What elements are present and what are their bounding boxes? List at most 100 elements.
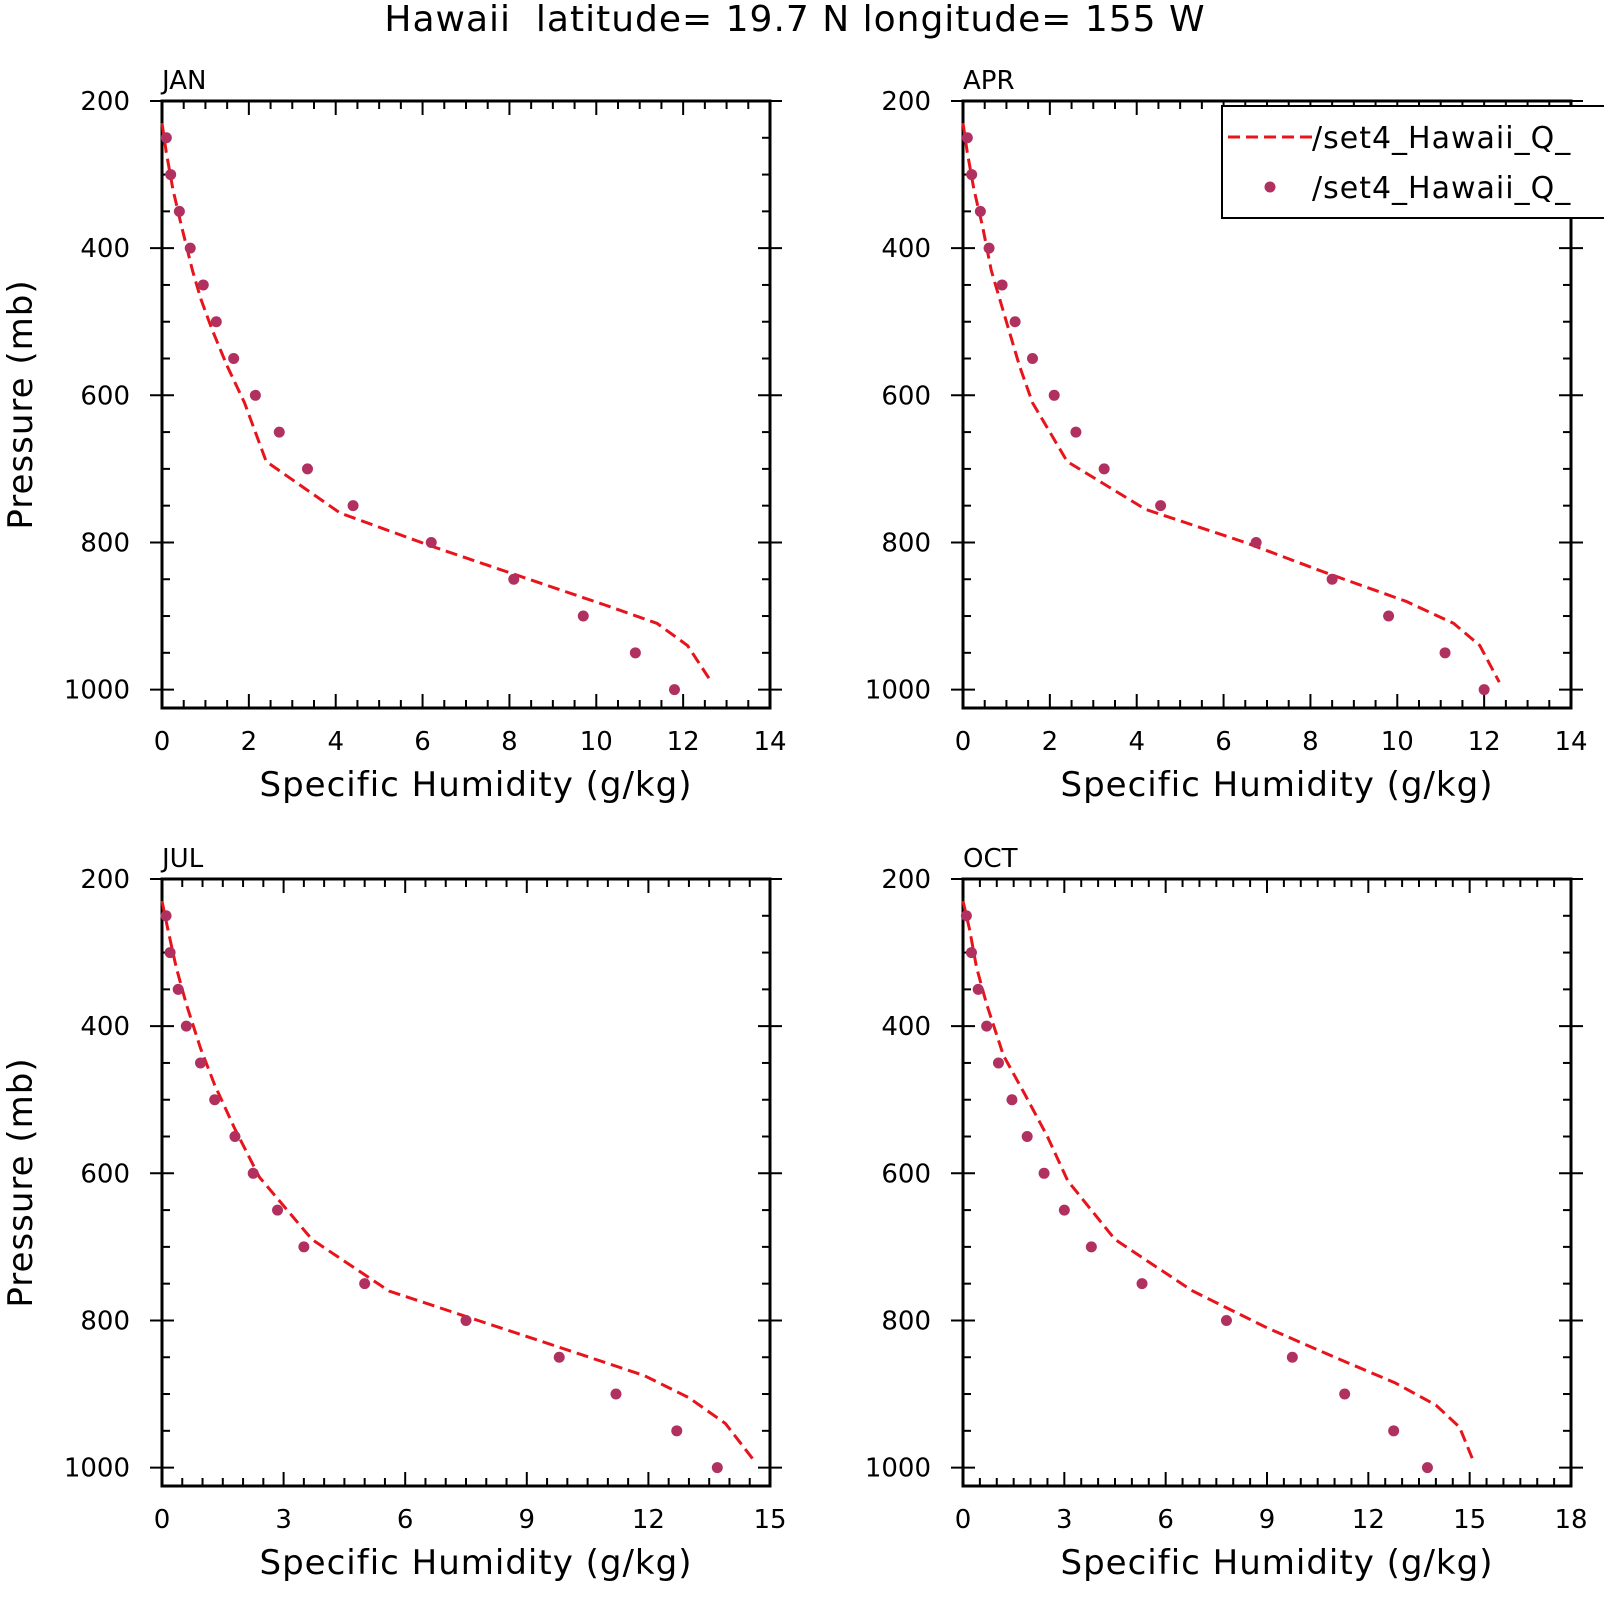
obs-data-point [273, 426, 285, 438]
obs-data-point [209, 1094, 221, 1106]
x-tick-label: 8 [501, 727, 518, 757]
x-tick-label: 0 [955, 727, 972, 757]
y-tick-label: 800 [881, 1306, 931, 1336]
y-tick-label: 200 [80, 865, 130, 895]
obs-data-point [272, 1204, 284, 1216]
obs-data-point [184, 242, 196, 254]
obs-data-point [1136, 1278, 1148, 1290]
x-tick-label: 3 [1056, 1505, 1073, 1535]
obs-data-point [1388, 1425, 1400, 1437]
panel-jul: 0 3 6 9 12 15 200 400 600 800 1000 JUL Specific Humi… [1, 844, 787, 1583]
panel-jan: 0 2 4 6 8 10 12 14 200 400 600 800 1000 JAN Specific H… [1, 66, 787, 805]
obs-data-point [1250, 536, 1262, 548]
obs-data-point [249, 389, 261, 401]
x-tick-label: 18 [1554, 1505, 1587, 1535]
obs-data-point [1098, 463, 1110, 475]
y-tick-label: 800 [80, 528, 130, 558]
obs-data-point [1070, 426, 1082, 438]
x-tick-label: 4 [327, 727, 344, 757]
x-tick-label: 0 [955, 1505, 972, 1535]
obs-data-point [1220, 1314, 1232, 1326]
panel-oct: 0 3 6 9 12 15 18 200 400 600 800 1000 OCT Specific Hu… [865, 844, 1588, 1583]
legend-label: /set4_Hawaii_Q_ [1312, 171, 1571, 206]
obs-data-point [1021, 1131, 1033, 1143]
x-tick-label: 10 [580, 727, 613, 757]
x-axis-title: Specific Humidity (g/kg) [260, 765, 693, 805]
obs-data-point [247, 1167, 259, 1179]
panel-title: JUL [160, 844, 204, 874]
obs-data-point [960, 910, 972, 922]
obs-data-point [301, 463, 313, 475]
x-tick-label: 6 [1157, 1505, 1174, 1535]
obs-data-point [359, 1278, 371, 1290]
x-tick-label: 9 [1259, 1505, 1276, 1535]
y-tick-label: 1000 [64, 1454, 130, 1484]
x-tick-label: 0 [154, 727, 171, 757]
x-tick-label: 12 [1468, 727, 1501, 757]
x-tick-label: 14 [753, 727, 786, 757]
obs-data-point [180, 1020, 192, 1032]
obs-data-point [160, 910, 172, 922]
obs-data-point [228, 353, 240, 365]
panel-title: JAN [160, 66, 206, 96]
obs-data-point [1383, 610, 1395, 622]
y-tick-label: 400 [881, 1012, 931, 1042]
legend-box [1221, 105, 1604, 219]
obs-data-point [160, 132, 172, 144]
obs-data-point [229, 1131, 241, 1143]
legend-label: /set4_Hawaii_Q_ [1312, 121, 1571, 156]
obs-data-point [172, 983, 184, 995]
x-tick-label: 2 [241, 727, 258, 757]
obs-data-point [165, 169, 177, 181]
obs-data-point [1155, 500, 1167, 512]
x-tick-label: 4 [1128, 727, 1145, 757]
x-tick-label: 6 [414, 727, 431, 757]
y-tick-label: 800 [881, 528, 931, 558]
x-tick-label: 8 [1302, 727, 1319, 757]
obs-data-point [1286, 1351, 1298, 1363]
y-axis-title: Pressure (mb) [1, 279, 41, 529]
y-axis-title: Pressure (mb) [1, 1057, 41, 1307]
obs-data-point [996, 279, 1008, 291]
x-tick-label: 12 [667, 727, 700, 757]
obs-data-point [173, 205, 185, 217]
obs-data-point [974, 205, 986, 217]
obs-data-point [1026, 353, 1038, 365]
y-tick-label: 600 [80, 1159, 130, 1189]
x-tick-label: 6 [1215, 727, 1232, 757]
x-tick-label: 12 [1352, 1505, 1385, 1535]
obs-data-point [164, 947, 176, 959]
obs-data-point [671, 1425, 683, 1437]
obs-data-point [1058, 1204, 1070, 1216]
x-tick-label: 15 [1453, 1505, 1486, 1535]
x-axis-title: Specific Humidity (g/kg) [1061, 1543, 1494, 1583]
obs-data-point [983, 242, 995, 254]
x-tick-label: 12 [632, 1505, 665, 1535]
model-series-line [160, 900, 755, 1462]
x-tick-label: 0 [154, 1505, 171, 1535]
obs-data-point [961, 132, 973, 144]
obs-data-point [460, 1314, 472, 1326]
obs-data-point [610, 1388, 622, 1400]
obs-data-point [972, 983, 984, 995]
x-tick-label: 10 [1381, 727, 1414, 757]
figure-title: Hawaii latitude= 19.7 N longitude= 155 W [384, 0, 1205, 40]
y-tick-label: 400 [80, 234, 130, 264]
obs-data-point [966, 169, 978, 181]
panel-apr: 0 2 4 6 8 10 12 14 200 400 600 800 1000 APR Specific H… [865, 66, 1588, 805]
obs-data-point [711, 1462, 723, 1474]
panel-title: APR [963, 66, 1015, 96]
y-tick-label: 600 [881, 381, 931, 411]
y-tick-label: 800 [80, 1306, 130, 1336]
obs-data-point [1478, 684, 1490, 696]
obs-data-point [1439, 647, 1451, 659]
legend: /set4_Hawaii_Q_ /set4_Hawaii_Q_ [1221, 105, 1604, 219]
obs-data-point [981, 1020, 993, 1032]
panel-title: OCT [963, 844, 1018, 874]
obs-data-point [1009, 316, 1021, 328]
x-tick-label: 9 [519, 1505, 536, 1535]
x-axis-title: Specific Humidity (g/kg) [1061, 765, 1494, 805]
